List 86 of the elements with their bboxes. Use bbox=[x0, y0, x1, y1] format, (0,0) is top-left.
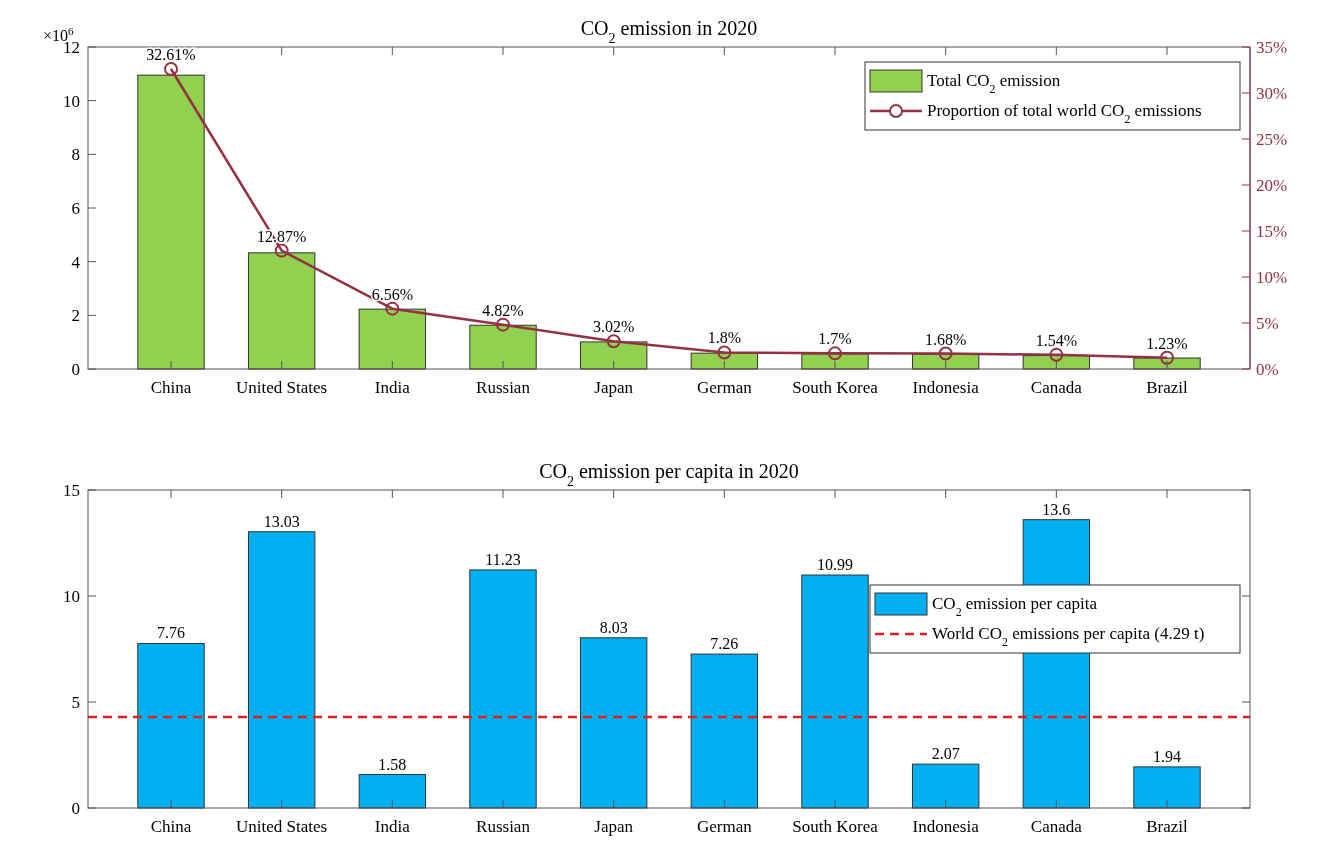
data-label: 1.8% bbox=[707, 329, 741, 347]
x-tick-label: United States bbox=[236, 378, 328, 397]
chart-title: CO$_{2}$ emission in 2020 bbox=[580, 17, 758, 46]
x-tick-label: German bbox=[696, 817, 753, 836]
x-tick-label: India bbox=[374, 817, 411, 836]
data-label: 3.02% bbox=[593, 318, 635, 336]
point bbox=[274, 243, 289, 258]
y2-tick-label: 5% bbox=[1256, 314, 1279, 333]
bar bbox=[247, 531, 316, 809]
legend-label: Total CO$_{2}$ emission bbox=[927, 71, 1061, 96]
x-tick-label: Indonesia bbox=[912, 378, 980, 397]
y-tick-label: 4 bbox=[71, 252, 81, 272]
legend-label: World CO$_{2}$ emissions per capita (4.29 t) bbox=[932, 624, 1205, 649]
x-tick-label: Japan bbox=[594, 817, 634, 836]
bar bbox=[1133, 766, 1201, 809]
data-label: 4.82% bbox=[482, 301, 524, 319]
point bbox=[828, 346, 842, 361]
y2-tick-label: 30% bbox=[1256, 84, 1288, 103]
y-tick-label: 0 bbox=[71, 360, 80, 379]
y2-tick-label: 35% bbox=[1256, 38, 1288, 57]
data-label: 1.68% bbox=[925, 330, 967, 348]
x-tick-label: India bbox=[374, 378, 411, 397]
data-label: 7.26 bbox=[710, 635, 739, 653]
point bbox=[606, 334, 621, 349]
point bbox=[938, 346, 953, 361]
data-label: 1.54% bbox=[1035, 331, 1077, 349]
data-label: 32.61% bbox=[146, 45, 196, 63]
chart-title: CO$_{2}$ emission per capita in 2020 bbox=[539, 460, 799, 489]
data-label: 2.07 bbox=[931, 745, 960, 763]
y-tick-label: 10 bbox=[63, 587, 80, 606]
x-tick-label: Japan bbox=[594, 378, 634, 397]
bar bbox=[579, 341, 648, 370]
bar bbox=[579, 637, 648, 809]
point bbox=[1160, 350, 1174, 365]
legend-label: Proportion of total world CO$_{2}$ emissions bbox=[927, 101, 1202, 126]
y-tick-label: 8 bbox=[71, 145, 80, 165]
data-label: 1.58 bbox=[378, 755, 407, 773]
data-label: 1.94 bbox=[1153, 747, 1181, 765]
y-tick-label: 10 bbox=[63, 91, 80, 111]
data-label: 8.03 bbox=[599, 618, 628, 636]
x-tick-label: Indonesia bbox=[912, 817, 980, 836]
x-tick-label: Canada bbox=[1030, 817, 1083, 836]
data-label: 7.76 bbox=[157, 624, 185, 642]
y-tick-label: 2 bbox=[71, 306, 80, 326]
bar bbox=[358, 308, 427, 370]
x-tick-label: Brazil bbox=[1146, 378, 1189, 397]
point bbox=[717, 345, 732, 360]
point bbox=[164, 61, 178, 76]
data-label: 11.23 bbox=[485, 550, 521, 568]
data-label: 13.03 bbox=[263, 512, 300, 530]
x-tick-label: China bbox=[150, 378, 192, 397]
y2-tick-label: 20% bbox=[1256, 176, 1288, 195]
bar bbox=[247, 252, 316, 370]
data-label: 10.99 bbox=[817, 556, 853, 574]
y2-tick-label: 10% bbox=[1256, 268, 1288, 287]
x-tick-label: Brazil bbox=[1146, 817, 1189, 836]
data-label: 6.56% bbox=[371, 285, 413, 303]
y2-tick-label: 15% bbox=[1256, 222, 1288, 241]
y-tick-label: 6 bbox=[71, 199, 80, 218]
y-tick-label: 5 bbox=[71, 693, 80, 712]
data-label: 1.23% bbox=[1146, 334, 1188, 352]
data-label: 1.7% bbox=[818, 330, 852, 348]
bar bbox=[358, 774, 427, 809]
x-tick-label: Russian bbox=[476, 817, 531, 836]
x-tick-label: Russian bbox=[476, 378, 531, 397]
point bbox=[496, 317, 510, 332]
point bbox=[385, 301, 400, 316]
x-tick-label: United States bbox=[236, 817, 328, 836]
x-tick-label: China bbox=[150, 817, 192, 836]
y-tick-label: 15 bbox=[63, 481, 80, 500]
y-tick-label: 0 bbox=[71, 799, 80, 818]
x-tick-label: Canada bbox=[1030, 378, 1083, 397]
data-label: 13.6 bbox=[1042, 500, 1071, 518]
y2-tick-label: 25% bbox=[1256, 130, 1288, 149]
bar bbox=[137, 74, 205, 370]
bar bbox=[469, 324, 537, 370]
bar bbox=[137, 642, 205, 809]
point bbox=[1049, 347, 1064, 362]
bar bbox=[469, 569, 537, 809]
legend-label: CO$_{2}$ emission per capita bbox=[932, 594, 1098, 619]
x-tick-label: South Korea bbox=[792, 378, 879, 397]
bar bbox=[911, 763, 980, 809]
y2-tick-label: 0% bbox=[1256, 360, 1279, 379]
x-tick-label: South Korea bbox=[792, 817, 879, 836]
bar bbox=[690, 653, 759, 809]
x-tick-label: German bbox=[696, 378, 753, 397]
